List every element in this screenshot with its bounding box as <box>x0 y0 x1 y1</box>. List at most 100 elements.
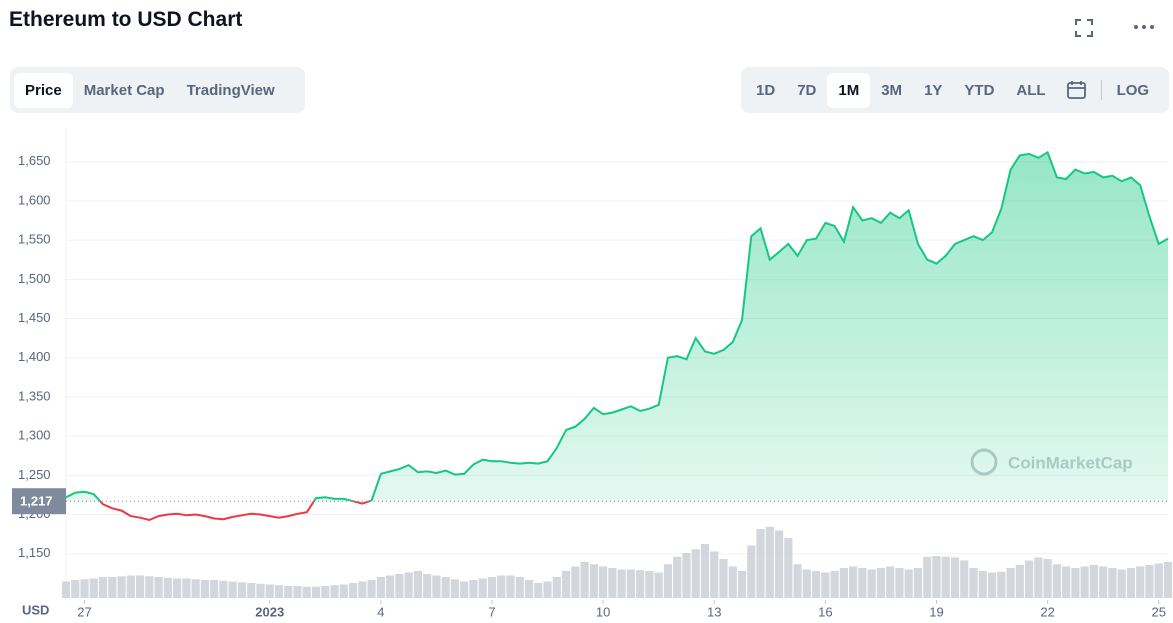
volume-bar <box>1006 568 1015 598</box>
x-tick-label: 22 <box>1040 604 1054 619</box>
x-tick-label: 13 <box>707 604 721 619</box>
volume-bar <box>645 571 654 598</box>
range-button[interactable]: 1M <box>827 72 871 108</box>
y-tick-label: 1,450 <box>18 310 51 325</box>
volume-bar <box>737 571 747 598</box>
range-button[interactable]: 1D <box>756 81 776 99</box>
y-tick-label: 1,200 <box>18 506 51 521</box>
volume-bar <box>636 570 645 598</box>
volume-bar <box>867 569 876 598</box>
volume-bar <box>1154 563 1163 598</box>
volume-bar <box>1080 566 1089 598</box>
range-button[interactable]: ALL <box>1016 81 1046 99</box>
more-icon[interactable] <box>1133 22 1157 32</box>
range-button[interactable]: 3M <box>881 81 903 99</box>
range-button[interactable]: 7D <box>797 81 817 99</box>
volume-bar <box>1034 557 1043 598</box>
volume-bar <box>358 581 367 598</box>
price-line <box>65 150 1169 502</box>
volume-bar <box>154 577 163 598</box>
volume-bar <box>89 578 98 598</box>
x-tick-label: 10 <box>596 604 610 619</box>
volume-bar <box>774 530 784 598</box>
x-tick-label: 25 <box>1152 604 1166 619</box>
volume-bar <box>117 576 126 598</box>
volume-bar <box>1071 568 1080 598</box>
tab-button[interactable]: Market Cap <box>83 81 165 99</box>
watermark-text: CoinMarketCap <box>1008 453 1133 472</box>
volume-bar <box>1015 565 1024 598</box>
range-button[interactable]: YTD <box>964 81 995 99</box>
tab-button[interactable]: Price <box>14 72 73 108</box>
tab-button[interactable]: TradingView <box>186 81 275 99</box>
volume-bar <box>1089 565 1099 598</box>
x-tick-label: 19 <box>929 604 943 619</box>
volume-bar <box>719 559 728 598</box>
volume-bar <box>969 568 978 598</box>
volume-bar <box>599 566 608 598</box>
volume-bar <box>247 583 256 598</box>
volume-bar <box>321 586 330 598</box>
volume-bar <box>543 581 552 598</box>
volume-bar <box>135 575 145 598</box>
y-tick-label: 1,300 <box>18 428 51 443</box>
y-tick-label: 1,650 <box>18 153 51 168</box>
volume-bar <box>376 577 385 598</box>
volume-bar <box>626 569 635 598</box>
volume-bar <box>265 584 274 598</box>
volume-bar <box>1136 566 1145 598</box>
volume-bar <box>821 572 830 598</box>
volume-bar <box>654 572 663 598</box>
log-button[interactable]: LOG <box>1116 81 1150 99</box>
volume-bar <box>367 580 376 598</box>
volume-bar <box>756 529 765 598</box>
volume-bar <box>589 564 598 598</box>
y-tick-label: 1,400 <box>18 349 51 364</box>
volume-bar <box>413 571 422 598</box>
volume-bar <box>524 580 534 598</box>
watermark-logo <box>970 448 998 476</box>
y-axis-label: USD <box>22 602 49 617</box>
price-line-down <box>98 501 373 522</box>
y-tick-label: 1,550 <box>18 232 51 247</box>
volume-bar <box>182 578 191 598</box>
volume-bar <box>441 577 450 598</box>
volume-bar <box>987 572 997 598</box>
x-tick-label: 4 <box>377 604 384 619</box>
volume-bar <box>311 586 321 598</box>
volume-bar <box>784 538 793 598</box>
volume-bar <box>173 578 182 598</box>
watermark: CoinMarketCap <box>970 448 1133 476</box>
tab-group: Price Market Cap TradingView <box>10 67 305 113</box>
volume-bar <box>617 569 626 598</box>
volume-bar <box>450 579 460 598</box>
fullscreen-icon[interactable] <box>1074 18 1094 38</box>
calendar-icon[interactable] <box>1057 80 1097 100</box>
y-tick-label: 1,500 <box>18 271 51 286</box>
volume-bar <box>950 557 960 598</box>
volume-bar <box>1163 562 1173 598</box>
volume-bar <box>469 580 478 598</box>
volume-bar <box>386 575 395 598</box>
range-button[interactable]: 1Y <box>924 81 943 99</box>
volume-bar <box>330 585 339 598</box>
volume-bar <box>728 566 737 598</box>
volume-bar <box>515 577 524 598</box>
volume-bar <box>608 568 617 598</box>
volume-bar <box>348 583 358 598</box>
volume-bar <box>487 577 497 598</box>
volume-bar <box>1145 565 1154 598</box>
volume-bar <box>700 544 710 598</box>
volume-bar <box>200 580 209 598</box>
reference-label: 1,217 <box>20 494 53 509</box>
volume-bar <box>71 580 80 598</box>
volume-bar <box>960 560 969 598</box>
volume-bar <box>997 571 1006 598</box>
volume-bar <box>682 553 691 598</box>
volume-bar <box>98 577 108 598</box>
volume-bar <box>404 572 413 598</box>
y-tick-label: 1,150 <box>18 545 51 560</box>
volume-bar <box>552 577 561 598</box>
volume-bar <box>497 575 506 598</box>
volume-bar <box>126 575 135 598</box>
